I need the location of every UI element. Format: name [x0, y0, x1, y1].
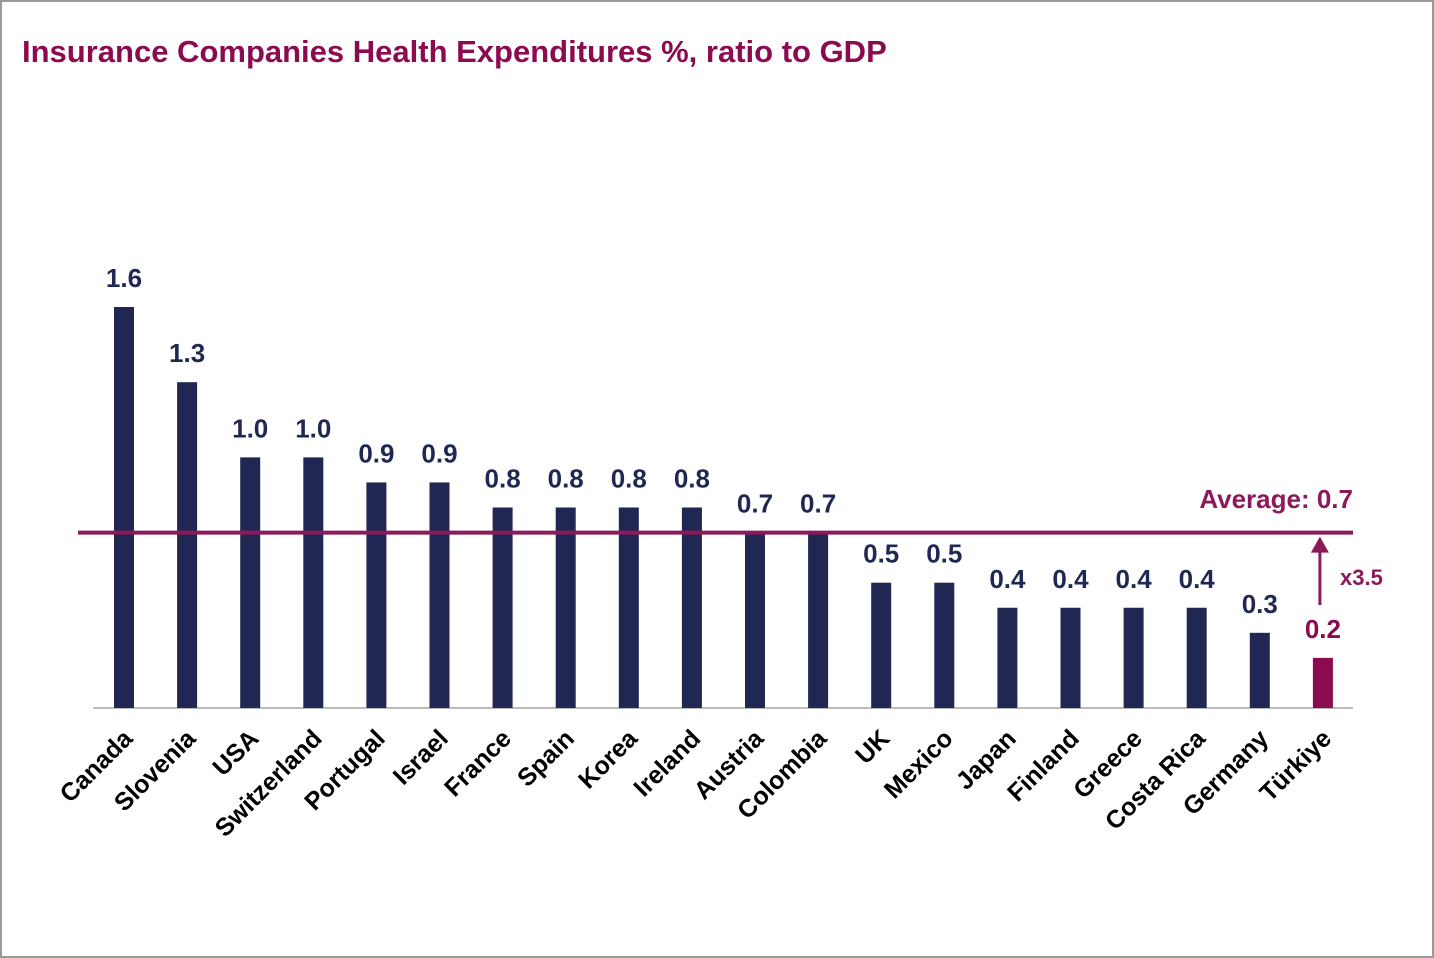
- value-label: 0.5: [926, 539, 962, 569]
- bar: [934, 582, 955, 708]
- value-label: 1.0: [232, 413, 268, 443]
- value-label: 0.4: [1116, 564, 1153, 594]
- bar: [1186, 607, 1207, 708]
- bar: [871, 582, 892, 708]
- bar: [1312, 657, 1333, 708]
- value-label: 0.4: [989, 564, 1026, 594]
- value-label: 1.3: [169, 338, 205, 368]
- value-label: 0.9: [358, 438, 394, 468]
- bar: [492, 507, 513, 708]
- bar: [366, 482, 387, 708]
- bar: [618, 507, 639, 708]
- bar: [429, 482, 450, 708]
- value-label: 1.6: [106, 263, 142, 293]
- value-label: 1.0: [295, 413, 331, 443]
- value-label: 0.4: [1179, 564, 1216, 594]
- value-label: 0.2: [1305, 614, 1341, 644]
- value-label: 0.7: [737, 489, 773, 519]
- bar: [745, 532, 765, 708]
- bar: [177, 382, 198, 708]
- ratio-arrowhead: [1310, 536, 1329, 553]
- bar: [303, 457, 324, 708]
- bar: [1249, 632, 1270, 708]
- value-label: 0.4: [1052, 564, 1089, 594]
- chart-title: Insurance Companies Health Expenditures …: [22, 34, 887, 69]
- value-label: 0.8: [611, 464, 647, 494]
- value-label: 0.3: [1242, 589, 1278, 619]
- value-label: 0.8: [485, 464, 521, 494]
- bar: [1060, 607, 1081, 708]
- bar: [1123, 607, 1144, 708]
- bar: [240, 457, 261, 708]
- value-label: 0.7: [800, 489, 836, 519]
- value-label: 0.8: [548, 464, 584, 494]
- bar: [997, 607, 1018, 708]
- bar: [114, 307, 134, 708]
- ratio-label: x3.5: [1340, 565, 1383, 590]
- value-label: 0.8: [674, 464, 710, 494]
- average-label: Average: 0.7: [1199, 484, 1353, 514]
- bar: [555, 507, 576, 708]
- value-label: 0.5: [863, 539, 899, 569]
- bar: [808, 532, 829, 708]
- bar: [681, 507, 702, 708]
- value-label: 0.9: [421, 438, 457, 468]
